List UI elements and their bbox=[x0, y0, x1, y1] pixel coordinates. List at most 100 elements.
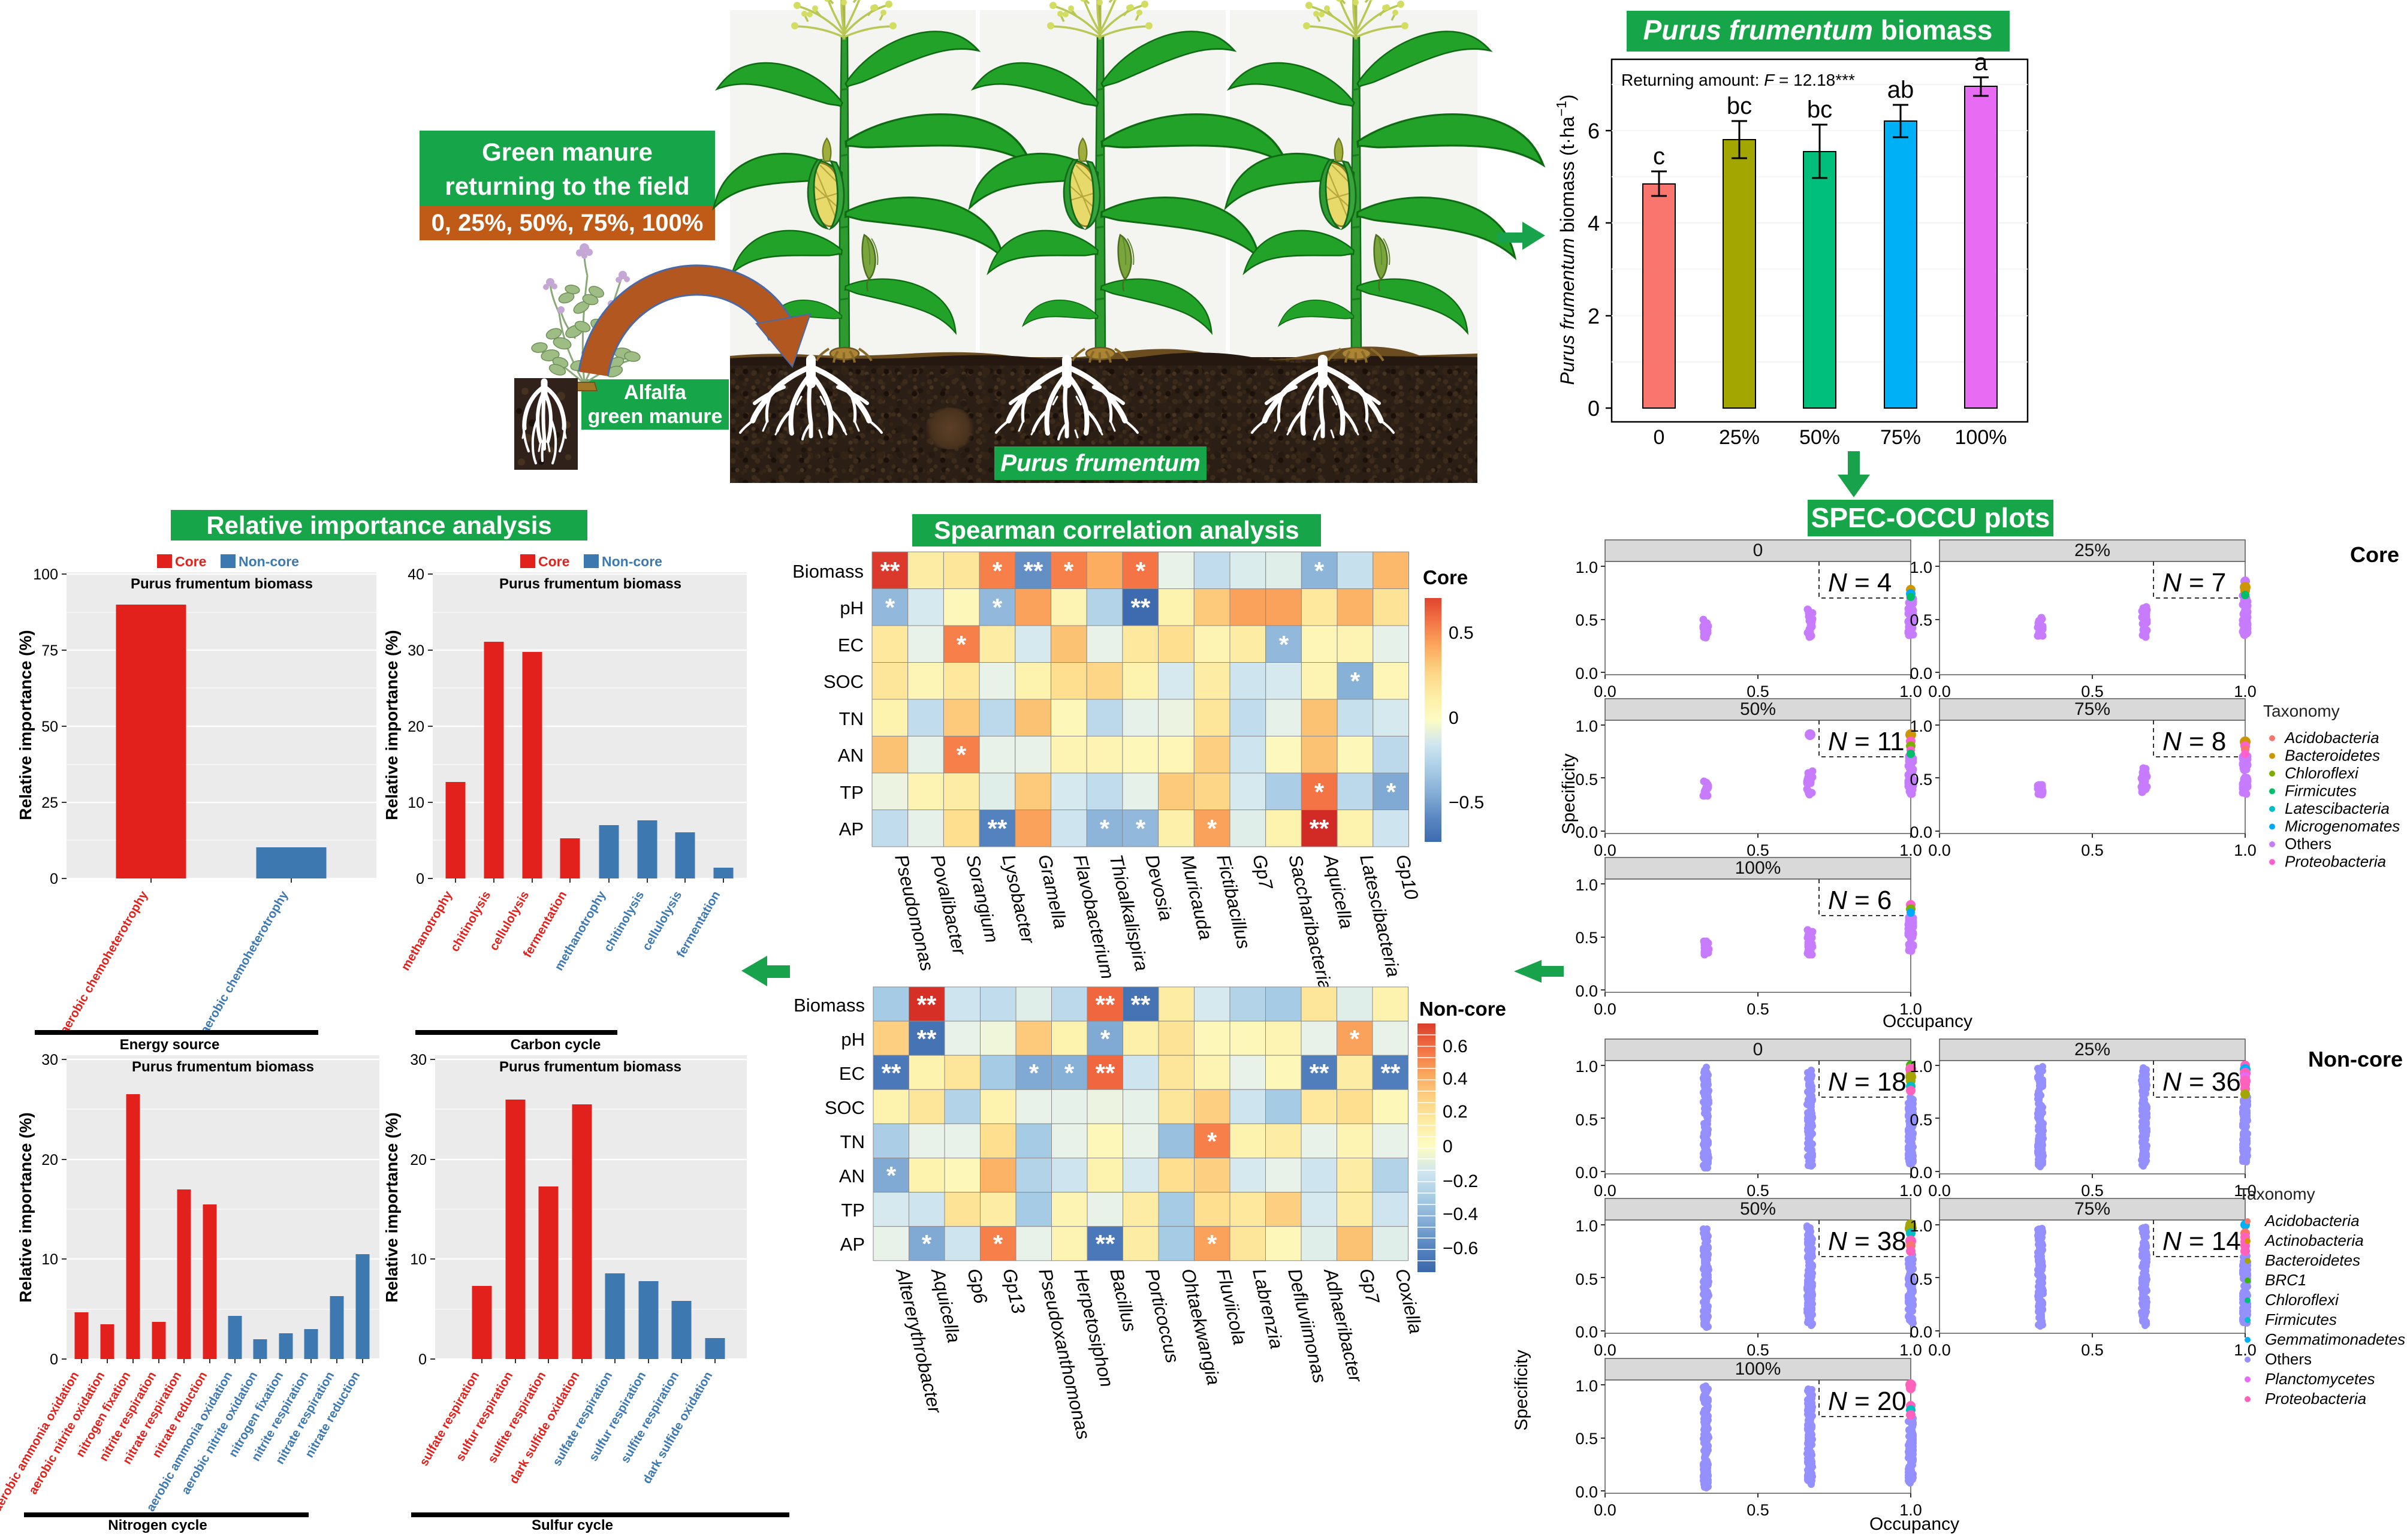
svg-text:*: * bbox=[1064, 1059, 1075, 1087]
svg-text:0.5: 0.5 bbox=[1747, 841, 1769, 859]
svg-text:0.5: 0.5 bbox=[1575, 1111, 1598, 1129]
svg-text:TN: TN bbox=[840, 1131, 865, 1152]
svg-text:100%: 100% bbox=[1735, 858, 1781, 878]
svg-text:1.0: 1.0 bbox=[1575, 876, 1598, 894]
svg-text:Planctomycetes: Planctomycetes bbox=[2265, 1370, 2375, 1388]
svg-text:0.4: 0.4 bbox=[1443, 1069, 1468, 1089]
svg-text:1.0: 1.0 bbox=[2234, 841, 2257, 859]
svg-text:0.0: 0.0 bbox=[1594, 683, 1616, 700]
svg-text:1.0: 1.0 bbox=[1899, 683, 1922, 700]
svg-text:ab: ab bbox=[1887, 77, 1914, 103]
svg-text:1.0: 1.0 bbox=[1899, 841, 1922, 859]
svg-text:Gemmatimonadetes: Gemmatimonadetes bbox=[2265, 1330, 2405, 1348]
svg-text:*: * bbox=[886, 1161, 897, 1189]
svg-text:75: 75 bbox=[41, 642, 58, 659]
svg-text:*: * bbox=[1207, 1127, 1217, 1155]
svg-text:Purus frumentum biomass: Purus frumentum biomass bbox=[131, 576, 313, 592]
svg-text:*: * bbox=[1279, 630, 1289, 659]
svg-text:Microgenomates: Microgenomates bbox=[2285, 817, 2400, 835]
svg-text:Core: Core bbox=[175, 554, 206, 569]
svg-text:*: * bbox=[1207, 814, 1217, 843]
svg-text:0.0: 0.0 bbox=[1594, 1341, 1616, 1359]
svg-text:20: 20 bbox=[408, 718, 424, 735]
svg-text:Firmicutes: Firmicutes bbox=[2285, 782, 2357, 800]
svg-text:*: * bbox=[922, 1230, 932, 1258]
svg-text:0.5: 0.5 bbox=[1747, 1182, 1769, 1200]
svg-text:Specificity: Specificity bbox=[1512, 1349, 1531, 1430]
svg-text:N = 36: N = 36 bbox=[2162, 1067, 2241, 1097]
svg-text:1.0: 1.0 bbox=[2234, 1341, 2257, 1359]
svg-text:EC: EC bbox=[839, 1063, 865, 1084]
svg-text:−0.2: −0.2 bbox=[1443, 1171, 1478, 1191]
svg-text:Occupancy: Occupancy bbox=[1883, 1011, 1972, 1031]
svg-text:*: * bbox=[1100, 1025, 1111, 1053]
svg-text:Purus frumentum biomass: Purus frumentum biomass bbox=[499, 1059, 681, 1075]
svg-text:10: 10 bbox=[41, 1251, 58, 1268]
svg-text:0.5: 0.5 bbox=[1575, 771, 1598, 789]
svg-text:0.5: 0.5 bbox=[1747, 683, 1769, 700]
svg-text:Chloroflexi: Chloroflexi bbox=[2285, 764, 2359, 782]
svg-text:0.0: 0.0 bbox=[1594, 841, 1616, 859]
svg-text:0.5: 0.5 bbox=[1575, 1270, 1598, 1288]
svg-text:*: * bbox=[957, 741, 967, 769]
svg-text:Sulfur cycle: Sulfur cycle bbox=[532, 1517, 613, 1533]
svg-text:Proteobacteria: Proteobacteria bbox=[2285, 853, 2386, 871]
svg-text:0.0: 0.0 bbox=[1928, 1182, 1951, 1200]
svg-text:1.0: 1.0 bbox=[1575, 558, 1598, 576]
svg-text:Relative importance (%): Relative importance (%) bbox=[382, 1112, 401, 1302]
svg-text:Acidobacteria: Acidobacteria bbox=[2284, 729, 2379, 747]
svg-text:2: 2 bbox=[1588, 304, 1600, 328]
svg-text:AN: AN bbox=[838, 745, 864, 766]
svg-text:*: * bbox=[1064, 557, 1074, 585]
svg-text:Purus frumentum biomass: Purus frumentum biomass bbox=[499, 576, 681, 592]
svg-text:0.2: 0.2 bbox=[1443, 1102, 1468, 1122]
svg-text:Occupancy: Occupancy bbox=[1869, 1514, 1959, 1534]
svg-text:N = 11: N = 11 bbox=[1828, 727, 1905, 756]
svg-text:**: ** bbox=[1381, 1059, 1401, 1087]
svg-text:1.0: 1.0 bbox=[1910, 558, 1932, 576]
svg-text:0.5: 0.5 bbox=[2081, 1182, 2104, 1200]
svg-text:N = 18: N = 18 bbox=[1828, 1067, 1907, 1097]
svg-text:1.0: 1.0 bbox=[1575, 1377, 1598, 1395]
svg-text:−0.6: −0.6 bbox=[1443, 1239, 1478, 1258]
svg-text:0.0: 0.0 bbox=[1575, 982, 1598, 1000]
svg-text:Acidobacteria: Acidobacteria bbox=[2264, 1212, 2360, 1230]
svg-text:0.0: 0.0 bbox=[1928, 841, 1951, 859]
svg-text:100%: 100% bbox=[1735, 1359, 1781, 1379]
svg-text:0: 0 bbox=[1443, 1137, 1453, 1156]
svg-text:1.0: 1.0 bbox=[1899, 1341, 1922, 1359]
svg-text:25: 25 bbox=[41, 795, 58, 811]
svg-text:0.5: 0.5 bbox=[1910, 771, 1932, 789]
svg-text:Latescibacteria: Latescibacteria bbox=[2285, 799, 2390, 817]
svg-text:10: 10 bbox=[408, 795, 424, 811]
svg-text:0: 0 bbox=[1753, 540, 1763, 560]
svg-text:AP: AP bbox=[839, 819, 864, 840]
svg-text:Actinobacteria: Actinobacteria bbox=[2264, 1231, 2364, 1249]
svg-text:25%: 25% bbox=[2074, 540, 2110, 560]
svg-text:Non-core: Non-core bbox=[2308, 1047, 2403, 1071]
svg-text:0: 0 bbox=[50, 1351, 58, 1368]
svg-text:Biomass: Biomass bbox=[794, 995, 865, 1016]
svg-text:100: 100 bbox=[33, 566, 58, 583]
svg-text:N = 14: N = 14 bbox=[2162, 1227, 2241, 1256]
svg-text:Relative importance (%): Relative importance (%) bbox=[16, 1112, 35, 1302]
svg-text:0: 0 bbox=[1588, 396, 1600, 421]
svg-text:Nitrogen cycle: Nitrogen cycle bbox=[108, 1517, 207, 1533]
svg-text:**: ** bbox=[1310, 1059, 1329, 1087]
svg-text:10: 10 bbox=[410, 1251, 427, 1268]
svg-text:N = 6: N = 6 bbox=[1828, 886, 1892, 915]
svg-text:Chloroflexi: Chloroflexi bbox=[2265, 1291, 2339, 1309]
svg-text:*: * bbox=[1029, 1059, 1039, 1087]
svg-text:1.0: 1.0 bbox=[1910, 1217, 1932, 1235]
svg-text:*: * bbox=[1386, 778, 1396, 806]
svg-text:*: * bbox=[1350, 1025, 1360, 1053]
svg-text:**: ** bbox=[882, 1059, 901, 1087]
svg-text:*: * bbox=[1207, 1230, 1217, 1258]
svg-text:Core: Core bbox=[538, 554, 569, 569]
svg-text:20: 20 bbox=[410, 1152, 427, 1168]
svg-text:N = 7: N = 7 bbox=[2162, 568, 2226, 597]
svg-text:0.5: 0.5 bbox=[1575, 929, 1598, 947]
svg-text:0.5: 0.5 bbox=[1747, 1501, 1769, 1519]
svg-text:Relative importance (%): Relative importance (%) bbox=[382, 630, 401, 820]
svg-text:*: * bbox=[993, 593, 1003, 621]
